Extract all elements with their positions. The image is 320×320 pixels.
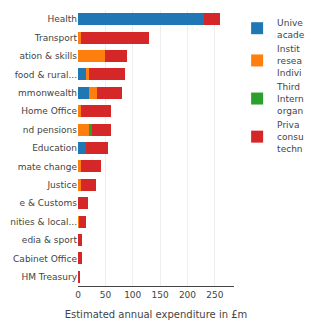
svg-text:Home Office: Home Office (21, 106, 77, 116)
svg-text:200: 200 (179, 290, 196, 300)
svg-text:mmonwealth: mmonwealth (18, 88, 77, 98)
svg-text:InstitreseaIndivi: InstitreseaIndivi (277, 44, 302, 77)
svg-text:50: 50 (100, 290, 112, 300)
svg-text:100: 100 (124, 290, 141, 300)
svg-text:HM Treasury: HM Treasury (21, 272, 77, 282)
svg-text:Health: Health (47, 14, 77, 24)
svg-text:Cabinet Office: Cabinet Office (13, 254, 77, 264)
svg-text:nities & local...: nities & local... (10, 217, 77, 227)
svg-text:ation & skills: ation & skills (19, 51, 77, 61)
svg-text:nd pensions: nd pensions (23, 125, 78, 135)
svg-text:mate change: mate change (18, 162, 78, 172)
svg-text:Univeacade: Univeacade (277, 18, 305, 40)
svg-text:food & rural...: food & rural... (15, 70, 77, 80)
svg-text:Justice: Justice (46, 180, 77, 190)
svg-text:ThirdInternorgan: ThirdInternorgan (276, 82, 304, 115)
svg-text:0: 0 (75, 290, 81, 300)
svg-text:edia & sport: edia & sport (22, 235, 78, 245)
svg-text:Estimated annual expenditure i: Estimated annual expenditure in £m (65, 309, 248, 320)
svg-text:e & Customs: e & Customs (20, 198, 78, 208)
svg-text:250: 250 (206, 290, 223, 300)
svg-text:Transport: Transport (34, 33, 78, 43)
svg-text:Education: Education (32, 143, 77, 153)
svg-text:Privaconsutechn: Privaconsutechn (277, 120, 304, 153)
svg-text:150: 150 (152, 290, 169, 300)
